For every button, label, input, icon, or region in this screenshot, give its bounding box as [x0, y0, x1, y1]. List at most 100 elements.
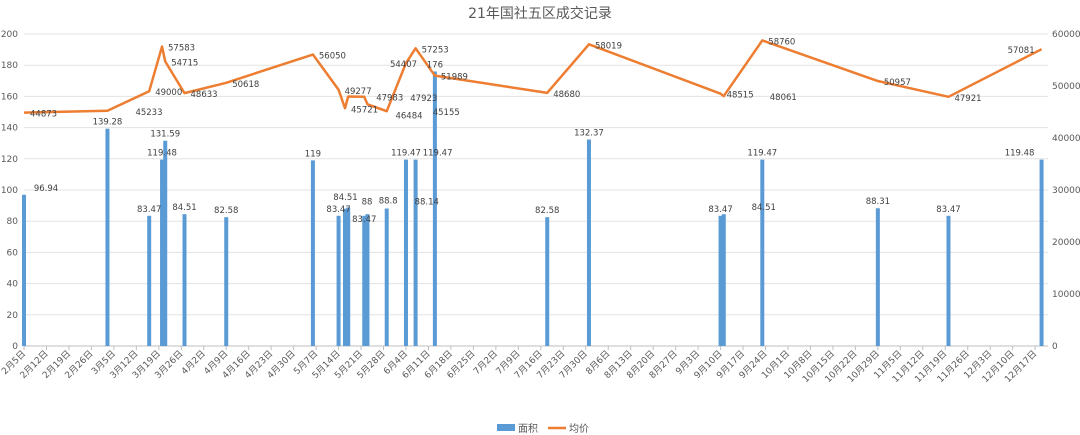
right-axis: 0 10000 20000 30000 40000 50000 60000 [1052, 30, 1080, 352]
y2-tick-label: 30000 [1052, 186, 1080, 196]
y-tick-label: 20 [7, 311, 19, 321]
line-data-label: 58019 [595, 41, 622, 51]
bar-series-area [22, 71, 1044, 346]
y-tick-label: 180 [1, 61, 18, 71]
line-data-label: 47921 [954, 94, 981, 104]
legend: 面积 均价 [497, 423, 589, 435]
x-axis: 2月5日2月12日2月19日2月26日3月5日3月12日3月19日3月26日4月… [0, 346, 1039, 385]
bar [384, 208, 389, 346]
bar-data-label: 88.8 [379, 196, 398, 206]
bar [182, 214, 187, 346]
bar-data-label: 88 [362, 198, 373, 208]
y2-tick-label: 10000 [1052, 290, 1080, 300]
y-tick-label: 60 [7, 248, 19, 258]
bar-data-label: 96.94 [34, 184, 58, 194]
legend-label-area: 面积 [518, 423, 538, 435]
line-data-label: 47923 [410, 94, 437, 104]
line-data-label: 58760 [768, 37, 795, 47]
bar-data-label: 83.47 [936, 205, 960, 215]
y-tick-label: 80 [7, 217, 19, 227]
line-data-label: 48633 [191, 90, 218, 100]
line-data-label: 49277 [345, 87, 372, 97]
x-tick-label: 7月2日 [471, 348, 500, 377]
data-labels: 96.94 139.28 83.47 119.48 131.59 84.51 82.58 11… [30, 37, 1035, 224]
bar [413, 159, 418, 346]
bar [310, 160, 315, 346]
line-data-label: 48061 [770, 93, 797, 103]
bar-data-label: 176 [427, 60, 443, 70]
line-data-label: 48680 [553, 90, 580, 100]
bar [718, 215, 723, 346]
line-data-label: 46484 [395, 111, 422, 121]
bar [403, 159, 408, 346]
line-data-label: 51989 [441, 73, 468, 83]
bar [432, 71, 437, 346]
bar [362, 215, 367, 346]
y-tick-label: 40 [7, 280, 19, 290]
bar-data-label: 119.48 [147, 149, 177, 159]
bar [147, 215, 152, 346]
line-data-label: 47983 [376, 93, 403, 103]
line-data-label: 56050 [319, 52, 346, 62]
bar [22, 194, 26, 346]
line-data-label: 54407 [390, 60, 417, 70]
bar [224, 217, 229, 346]
line-data-label: 48515 [727, 91, 754, 101]
bar-data-label: 84.51 [333, 193, 357, 203]
line-data-label: 44873 [30, 110, 57, 120]
y2-tick-label: 20000 [1052, 238, 1080, 248]
bar-data-label: 82.58 [214, 206, 238, 216]
y-tick-label: 200 [1, 30, 18, 40]
line-data-label: 45155 [433, 108, 460, 118]
bar-data-label: 119.47 [391, 149, 421, 159]
y-tick-label: 140 [1, 124, 18, 134]
left-axis: 0 20 40 60 80 100 120 140 160 180 200 [1, 30, 18, 352]
bar [545, 217, 550, 346]
bar-data-label: 119.47 [747, 149, 777, 159]
bar [946, 215, 951, 346]
bar-data-label: 131.59 [150, 130, 180, 140]
x-tick-label: 4月2日 [179, 348, 208, 377]
bar-data-label: 84.51 [752, 203, 776, 213]
line-data-label: 50957 [884, 78, 911, 88]
bar-data-label: 84.51 [172, 203, 196, 213]
bar [346, 207, 351, 346]
gridlines [24, 33, 1048, 347]
y-tick-label: 100 [1, 186, 18, 196]
bar [365, 214, 370, 346]
bar-data-label: 83.47 [352, 215, 376, 225]
bar [586, 139, 591, 346]
y2-tick-label: 0 [1052, 342, 1058, 352]
bar [721, 214, 726, 346]
bar-data-label: 119 [305, 149, 321, 159]
bar [336, 215, 341, 346]
y2-tick-label: 50000 [1052, 82, 1080, 92]
legend-swatch-area [497, 424, 515, 431]
bar-data-label: 82.58 [535, 206, 559, 216]
chart-title: 21年国社五区成交记录 [468, 5, 612, 22]
line-data-label: 54715 [171, 58, 198, 68]
line-data-label: 45233 [135, 108, 162, 118]
line-data-label: 50618 [232, 80, 259, 90]
line-data-label: 57253 [422, 45, 449, 55]
bar-data-label: 88.14 [415, 198, 439, 208]
bar [1039, 159, 1044, 346]
bar-data-label: 83.47 [137, 205, 161, 215]
line-data-label: 49000 [155, 88, 182, 98]
line-data-label: 57583 [168, 44, 195, 54]
bar-data-label: 83.47 [708, 205, 732, 215]
bar [343, 208, 347, 346]
line-data-label: 45721 [351, 105, 378, 115]
line-series-price [23, 39, 1043, 114]
y-tick-label: 160 [1, 92, 18, 102]
bar-data-label: 83.47 [326, 205, 350, 215]
bar [875, 208, 880, 346]
bar [163, 140, 168, 346]
y-tick-label: 0 [12, 342, 18, 352]
y-tick-label: 120 [1, 155, 18, 165]
bar-data-label: 119.47 [423, 149, 453, 159]
bar-data-label: 132.37 [574, 129, 604, 139]
bar [760, 159, 765, 346]
legend-label-price: 均价 [569, 423, 589, 435]
